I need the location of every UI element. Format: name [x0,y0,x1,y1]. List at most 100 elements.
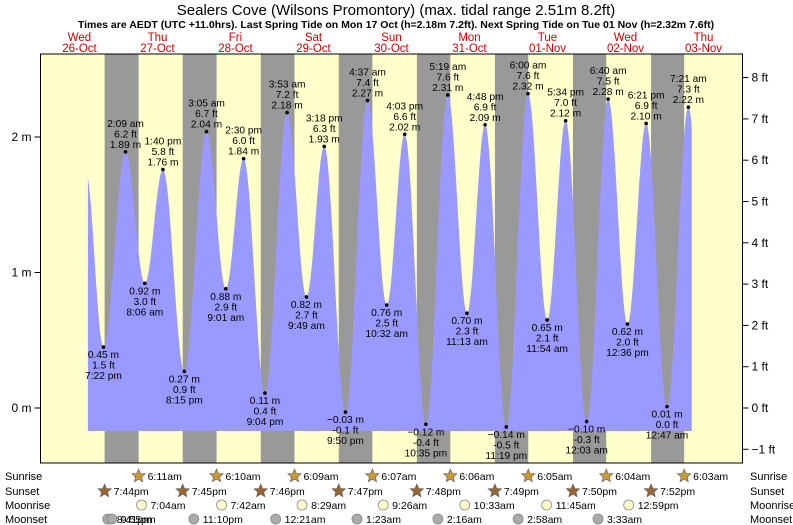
tide-m-label: 2.10 m [631,111,662,122]
tide-time-label: 9:50 pm [327,436,364,447]
sunset-time: 7:48pm [426,486,461,498]
tide-time-label: 10:35 pm [405,448,447,459]
left-axis-tick-label: 2 m [11,130,31,144]
tide-time-label: 12:47 am [646,431,688,442]
sunrise-time: 6:11am [148,471,182,483]
sunset-marker [565,483,581,498]
tide-point [285,110,289,115]
tide-point [161,167,165,172]
tide-ft-label: 3.0 ft [133,297,156,308]
tide-ft-label: 7.5 ft [597,77,620,88]
sunset-marker [643,483,659,498]
tide-ft-label: 2.0 ft [616,337,639,348]
sunrise-marker [442,468,458,483]
day-name: Wed [614,32,637,44]
moonrise-time: 7:42am [231,500,266,512]
moonset-marker [512,513,524,525]
tide-m-label: 2.22 m [673,95,704,106]
tide-ft-label: -0.5 ft [493,440,519,451]
tide-m-label: 2.12 m [550,109,581,120]
moonset-time: 2:16am [447,514,482,525]
tide-time-label: 11:13 am [446,337,488,348]
tide-point [545,318,549,322]
tide-m-label: −0.10 m [568,425,605,436]
moonset-marker [106,513,118,525]
tide-time-label: 5:19 am [429,62,466,73]
tide-point [625,322,630,326]
tide-point [365,98,370,103]
sunrise-time: 6:05am [537,471,572,483]
sunset-marker [97,483,113,498]
tide-ft-label: 6.2 ft [114,129,137,140]
moonset-time: 3:33am [607,514,642,525]
day-date: 01-Nov [529,43,566,55]
moonset-time: 9:55pm [121,514,156,525]
tide-ft-label: 6.6 ft [393,112,416,123]
tide-m-label: 1.93 m [309,134,340,145]
tide-ft-label: 0.4 ft [254,407,277,418]
astro-row-label-right: Moonrise [750,500,793,512]
tide-point [143,281,147,286]
astro-row-label-right: Sunset [750,486,784,498]
sunrise-time: 6:10am [226,471,261,483]
tide-point [606,97,610,101]
day-date: 02-Nov [607,43,644,55]
tide-ft-label: 7.6 ft [436,72,459,83]
tide-ft-label: 6.9 ft [474,102,497,113]
sunrise-marker [209,468,224,483]
axes: 0 m 1 m 2 m −1 ft 0 ft 1 ft 2 ft 3 ft 4 ft 5 ft 6 … [11,71,775,457]
tide-ft-label: 6.7 ft [195,109,218,120]
tide-time-label: 7:22 pm [85,371,122,382]
tide-ft-label: 7.2 ft [276,90,299,101]
day-name: Mon [458,32,480,44]
tide-point [686,105,691,109]
tide-point [483,123,487,127]
header: Sealers Cove (Wilsons Promontory) (max. … [62,2,722,55]
moonrise-marker [296,499,308,511]
tide-m-label: 2.32 m [512,82,543,93]
tide-m-label: 0.82 m [291,300,322,311]
tide-point [241,156,246,161]
sunset-marker [409,483,425,498]
astro-row-label-left: Sunset [5,486,39,498]
right-axis-tick-label: 5 ft [752,194,769,208]
moonset-marker [351,513,363,525]
chart-title: Sealers Cove (Wilsons Promontory) (max. … [177,2,616,19]
tide-m-label: 0.92 m [129,286,160,297]
day-date: 26-Oct [62,43,97,55]
tide-m-label: 1.89 m [110,140,141,151]
astro-row-label-left: Moonrise [5,500,50,512]
sunrise-marker [131,468,147,483]
right-axis-tick-label: 4 ft [752,236,769,250]
tide-time-label: 3:53 am [269,80,306,91]
tide-time-label: 12:36 pm [606,348,648,359]
tide-m-label: 2.04 m [191,120,222,131]
day-name: Tue [538,32,557,44]
tide-ft-label: 6.3 ft [313,124,336,135]
day-name: Wed [68,32,91,44]
tide-point [384,303,389,307]
right-axis-tick-label: 0 ft [752,401,769,415]
tide-time-label: 6:00 am [510,61,547,72]
tide-time-label: 11:54 am [526,344,568,355]
astro-row-label-right: Moonset [750,514,792,525]
tide-m-label: 2.02 m [389,122,420,133]
tide-ft-label: 2.7 ft [295,310,318,321]
moonrise-marker [377,499,389,511]
astronomy-table: Sunrise Sunrise 6:11am 6:10am 6:09am 6:07am 6:… [5,468,793,525]
moonset-time: 1:23am [366,514,401,525]
right-axis-tick-label: 1 ft [752,360,769,374]
tide-point [123,150,128,154]
sunset-marker [175,483,191,498]
sunrise-marker [598,468,614,483]
moonset-marker [188,513,200,525]
day-date: 30-Oct [374,43,409,55]
moonrise-time: 9:26am [392,500,427,512]
tide-ft-label: 2.9 ft [214,302,237,313]
sunset-time: 7:44pm [114,486,149,498]
tide-m-label: 2.27 m [352,88,383,99]
tide-point [402,132,407,137]
left-axis-tick-label: 1 m [11,266,31,280]
tide-ft-label: -0.3 ft [574,435,600,446]
tide-point [584,419,589,424]
